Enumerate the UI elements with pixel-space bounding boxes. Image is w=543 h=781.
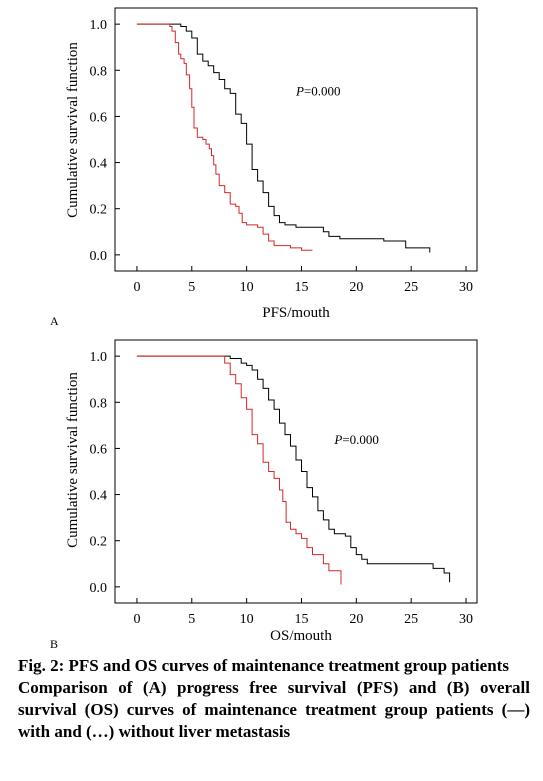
y-tick-label: 0.0 [90, 249, 108, 264]
x-tick-label: 30 [459, 280, 473, 295]
caption-body: Comparison of (A) progress free survival… [18, 678, 530, 741]
caption-title: Fig. 2: PFS and OS curves of maintenance… [18, 656, 509, 675]
x-tick-label: 0 [133, 280, 140, 295]
survival-curve-with-liver-metastasis [136, 23, 431, 253]
x-tick-label: 25 [404, 612, 418, 627]
x-tick-label: 15 [294, 280, 308, 295]
axes-b: 0 5 10 15 20 25 30 0.0 0.2 0.4 0.6 0.8 1.0 [90, 350, 474, 627]
y-tick-label: 0.0 [90, 581, 108, 596]
x-tick-label: 15 [294, 612, 308, 627]
axes-a: 0 5 10 15 20 25 30 0.0 0.2 0.4 0.6 0.8 1.0 [90, 18, 474, 295]
y-tick-label: 1.0 [90, 350, 108, 365]
x-tick-label: 10 [240, 280, 254, 295]
figure-caption: Fig. 2: PFS and OS curves of maintenance… [18, 655, 530, 743]
panel-b: 0 5 10 15 20 25 30 0.0 0.2 0.4 0.6 0.8 1.0 Cumulativ… [50, 339, 478, 650]
panel-label-a: A [50, 314, 59, 328]
series-layer-b [136, 355, 451, 585]
x-axis-label-a: PFS/mouth [262, 305, 330, 321]
panel-a: 0 5 10 15 20 25 30 0.0 0.2 0.4 0.6 0.8 1.0 Cumulativ… [50, 7, 478, 328]
y-tick-label: 0.8 [90, 396, 108, 411]
survival-curve-without-liver-metastasis [136, 355, 342, 585]
p-value-annotation-a: P=0.000 [295, 84, 341, 99]
y-tick-label: 0.6 [90, 442, 108, 457]
x-tick-label: 5 [188, 612, 195, 627]
survival-curve-without-liver-metastasis [136, 23, 313, 251]
y-axis-label-a: Cumulative survival function [65, 42, 81, 218]
x-tick-label: 20 [349, 612, 363, 627]
y-tick-label: 1.0 [90, 18, 108, 33]
plot-frame-b [114, 339, 478, 604]
x-tick-label: 5 [188, 280, 195, 295]
y-tick-label: 0.6 [90, 110, 108, 125]
x-tick-label: 20 [349, 280, 363, 295]
series-layer-a [136, 23, 431, 253]
x-tick-label: 0 [133, 612, 140, 627]
x-tick-label: 10 [240, 612, 254, 627]
y-tick-label: 0.8 [90, 64, 108, 79]
y-tick-label: 0.4 [90, 489, 108, 504]
y-tick-label: 0.2 [90, 203, 108, 218]
survival-curve-with-liver-metastasis [136, 355, 451, 583]
plot-frame-a [114, 7, 478, 272]
x-axis-label-b: OS/mouth [270, 628, 332, 644]
panel-label-b: B [50, 637, 58, 650]
x-tick-label: 30 [459, 612, 473, 627]
figure-canvas: 0 5 10 15 20 25 30 0.0 0.2 0.4 0.6 0.8 1.0 Cumulativ… [50, 7, 478, 650]
y-tick-label: 0.4 [90, 157, 108, 172]
x-tick-label: 25 [404, 280, 418, 295]
y-axis-label-b: Cumulative survival function [65, 372, 81, 548]
y-tick-label: 0.2 [90, 535, 108, 550]
p-value-annotation-b: P=0.000 [333, 432, 379, 447]
